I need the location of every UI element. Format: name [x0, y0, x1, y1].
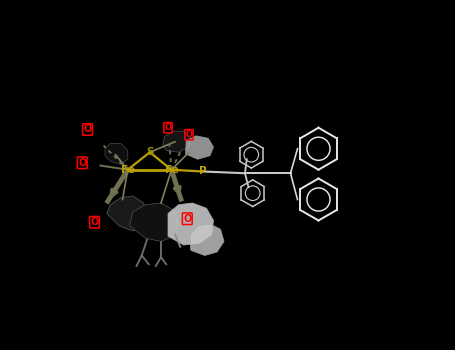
- Polygon shape: [190, 224, 224, 256]
- Polygon shape: [186, 136, 213, 159]
- Text: O: O: [91, 217, 99, 227]
- Polygon shape: [163, 131, 191, 152]
- Text: Fe: Fe: [165, 165, 178, 175]
- Text: O: O: [165, 123, 172, 132]
- Text: O: O: [186, 130, 192, 139]
- Text: P: P: [199, 167, 207, 176]
- Text: O: O: [183, 214, 192, 224]
- Polygon shape: [107, 196, 147, 231]
- Text: Fe: Fe: [121, 165, 135, 175]
- Polygon shape: [130, 203, 178, 242]
- Text: S: S: [146, 147, 153, 157]
- Polygon shape: [168, 203, 213, 245]
- Text: O: O: [83, 125, 91, 134]
- Polygon shape: [105, 144, 128, 164]
- Text: O: O: [78, 158, 86, 168]
